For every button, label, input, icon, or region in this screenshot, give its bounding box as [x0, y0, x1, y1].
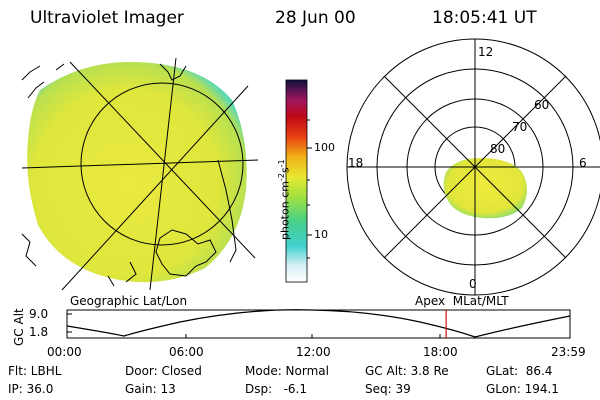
status-dsp: Dsp: -6.1: [245, 382, 308, 396]
instrument-title: Ultraviolet Imager: [30, 8, 184, 28]
status-mode: Mode: Normal: [245, 364, 329, 378]
mlt-label-18: 18: [348, 156, 364, 170]
colorbar-unit-label: photon cm-2s-1: [277, 159, 292, 240]
timeline-axis-label: GC Alt: [12, 308, 26, 346]
mlt-label-0: 0: [469, 277, 477, 291]
timeline-plot-frame: [66, 309, 571, 339]
timeline-ytick-high: 9.0: [29, 307, 49, 321]
coastline: [21, 63, 65, 99]
timeline-ytick-low: 1.8: [29, 325, 49, 339]
timeline-xtick-0000: 00:00: [47, 345, 82, 359]
latitude-circle: [80, 82, 244, 246]
timeline-xtick-0600: 06:00: [169, 345, 204, 359]
image-date: 28 Jun 00: [275, 8, 356, 28]
status-glon: GLon: 194.1: [486, 382, 559, 396]
coastline: [155, 229, 217, 277]
status-seq: Seq: 39: [365, 382, 411, 396]
status-glat: GLat: 86.4: [486, 364, 553, 378]
colorbar-tick-label-10: 10: [314, 228, 328, 241]
mlat-label-80: 80: [490, 142, 506, 156]
status-ip: IP: 36.0: [8, 382, 54, 396]
mlt-label-6: 6: [579, 156, 587, 170]
geographic-map: [21, 58, 259, 290]
coastline: [107, 261, 137, 287]
longitude-line: [69, 61, 256, 259]
status-gc-alt: GC Alt: 3.8 Re: [365, 364, 449, 378]
colorbar: [285, 79, 308, 283]
longitude-line: [61, 85, 249, 290]
longitude-line: [21, 159, 259, 169]
mlt-label-12: 12: [478, 45, 494, 59]
coastline: [159, 63, 187, 81]
gc-altitude-curve: [66, 309, 571, 338]
colorbar-tick-label-100: 100: [314, 141, 335, 154]
timeline-xtick-1200: 12:00: [296, 345, 331, 359]
status-door: Door: Closed: [125, 364, 202, 378]
geo-panel-label: Geographic Lat/Lon: [70, 294, 188, 308]
status-filter: Flt: LBHL: [8, 364, 62, 378]
image-time: 18:05:41 UT: [432, 8, 537, 28]
coastline: [217, 159, 237, 263]
coastline: [21, 233, 37, 267]
timeline-xtick-1800: 18:00: [423, 345, 458, 359]
auroral-oval: [443, 158, 527, 219]
mlat-label-70: 70: [512, 120, 528, 134]
auroral-image-disc: [27, 62, 247, 283]
timeline-xtick-2359: 23:59: [551, 345, 586, 359]
polar-panel-label: Apex MLat/MLT: [415, 294, 509, 308]
status-gain: Gain: 13: [125, 382, 176, 396]
mlat-label-60: 60: [534, 98, 550, 112]
polar-grid: [346, 38, 600, 296]
longitude-line: [149, 58, 177, 290]
